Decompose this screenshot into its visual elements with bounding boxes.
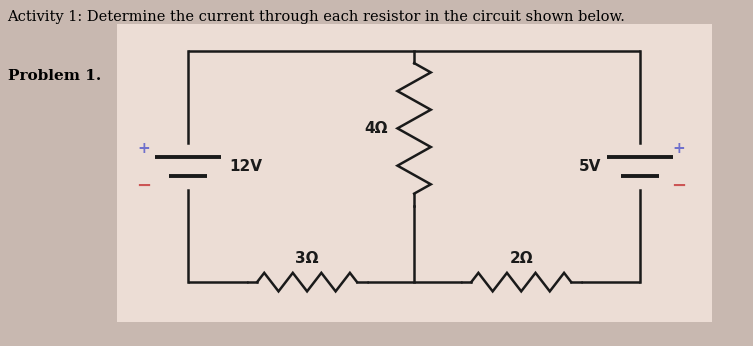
Text: Activity 1: Determine the current through each resistor in the circuit shown bel: Activity 1: Determine the current throug…: [8, 10, 626, 24]
Text: +: +: [672, 141, 685, 156]
Text: +: +: [137, 141, 150, 156]
Text: 3Ω: 3Ω: [295, 251, 319, 266]
Text: Problem 1.: Problem 1.: [8, 69, 101, 83]
Text: 12V: 12V: [230, 159, 263, 174]
Text: −: −: [136, 177, 151, 195]
Text: 4Ω: 4Ω: [364, 121, 387, 136]
Text: −: −: [672, 177, 687, 195]
Text: 2Ω: 2Ω: [510, 251, 533, 266]
Text: 5V: 5V: [579, 159, 602, 174]
